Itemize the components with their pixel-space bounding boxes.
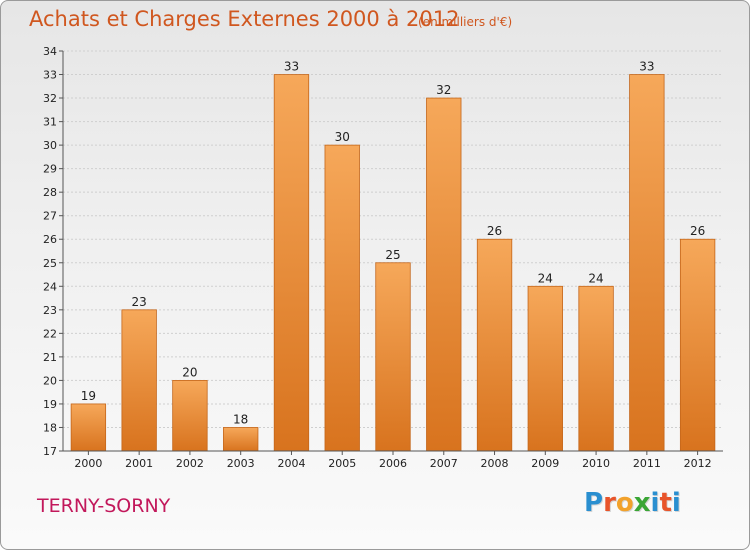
y-tick-label: 24 (43, 280, 57, 293)
logo-letter: o (615, 488, 634, 518)
x-tick-label-2005: 2005 (328, 457, 356, 470)
bar-2002 (172, 380, 208, 452)
bar-2005 (324, 144, 360, 452)
bar-2006 (375, 262, 411, 452)
data-label-2008: 26 (487, 224, 502, 238)
data-label-2005: 30 (335, 130, 350, 144)
y-tick-label: 27 (43, 210, 57, 223)
x-tick-label-2009: 2009 (531, 457, 559, 470)
logo-letter: x (633, 488, 651, 518)
x-tick-label-2008: 2008 (481, 457, 509, 470)
x-tick-label-2007: 2007 (430, 457, 458, 470)
y-tick-label: 30 (43, 139, 57, 152)
data-label-2000: 19 (81, 389, 96, 403)
logo-letter: i (671, 488, 681, 518)
bar-2003 (223, 427, 259, 452)
y-tick-label: 34 (43, 45, 57, 58)
x-tick-label-2001: 2001 (125, 457, 153, 470)
x-tick-label-2003: 2003 (227, 457, 255, 470)
x-tick-label-2000: 2000 (74, 457, 102, 470)
y-tick-label: 22 (43, 327, 57, 340)
bar-2009 (527, 285, 563, 452)
y-tick-label: 31 (43, 116, 57, 129)
data-label-2002: 20 (182, 365, 197, 379)
y-tick-label: 19 (43, 398, 57, 411)
y-tick-label: 20 (43, 374, 57, 387)
y-tick-label: 32 (43, 92, 57, 105)
bar-2001 (121, 309, 157, 452)
y-tick-label: 28 (43, 186, 57, 199)
data-label-2010: 24 (588, 271, 603, 285)
y-tick-label: 21 (43, 351, 57, 364)
x-tick-label-2002: 2002 (176, 457, 204, 470)
bar-2011 (629, 74, 665, 452)
x-tick-label-2011: 2011 (633, 457, 661, 470)
data-label-2004: 33 (284, 60, 299, 74)
chart-title: Achats et Charges Externes 2000 à 2012 (29, 7, 460, 31)
bar-2004 (273, 74, 310, 452)
logo-letter: r (603, 488, 616, 518)
y-tick-label: 18 (43, 421, 57, 434)
y-tick-label: 25 (43, 257, 57, 270)
proxiti-logo: Proxiti (584, 488, 681, 518)
x-tick-label-2010: 2010 (582, 457, 610, 470)
bar-2008 (476, 238, 513, 452)
y-tick-label: 23 (43, 304, 57, 317)
x-tick-label-2012: 2012 (684, 457, 712, 470)
data-label-2009: 24 (538, 271, 553, 285)
x-tick-label-2006: 2006 (379, 457, 407, 470)
y-tick-label: 26 (43, 233, 57, 246)
data-label-2003: 18 (233, 412, 248, 426)
y-tick-label: 29 (43, 163, 57, 176)
data-label-2006: 25 (385, 248, 400, 262)
data-label-2011: 33 (639, 60, 654, 74)
bar-2007 (426, 97, 462, 452)
place-name: TERNY-SORNY (37, 495, 171, 517)
y-tick-label: 17 (43, 445, 57, 458)
bar-2010 (578, 285, 614, 452)
data-label-2012: 26 (690, 224, 705, 238)
y-tick-label: 33 (43, 69, 57, 82)
bar-2012 (679, 238, 716, 452)
data-label-2001: 23 (132, 295, 147, 309)
logo-letter: t (659, 488, 672, 518)
logo-letter: i (650, 488, 660, 518)
x-tick-label-2004: 2004 (277, 457, 305, 470)
unit-note: (en milliers d'€) (418, 15, 513, 29)
logo-letter: P (584, 488, 604, 518)
data-label-2007: 32 (436, 83, 451, 97)
bar-2000 (70, 403, 107, 452)
